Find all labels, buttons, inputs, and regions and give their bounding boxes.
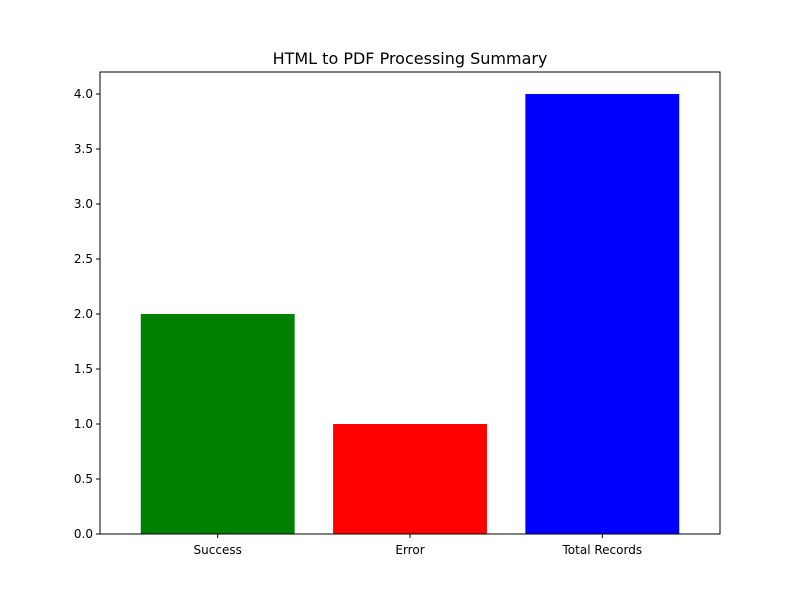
bar-success xyxy=(140,314,295,534)
bar-total-records xyxy=(525,94,680,534)
x-tick-label-total-records: Total Records xyxy=(562,543,643,557)
y-tick-label: 4.0 xyxy=(74,87,93,101)
y-tick-label: 1.0 xyxy=(74,417,93,431)
y-tick-label: 3.5 xyxy=(74,142,93,156)
x-tick-label-error: Error xyxy=(395,543,424,557)
chart-title: HTML to PDF Processing Summary xyxy=(273,49,548,68)
y-tick-label: 2.5 xyxy=(74,252,93,266)
x-tick-label-success: Success xyxy=(194,543,242,557)
bars-group xyxy=(140,94,680,534)
plot-frame xyxy=(99,71,721,535)
y-tick-label: 3.0 xyxy=(74,197,93,211)
bar-error xyxy=(333,424,487,534)
y-tick-label: 0.5 xyxy=(74,472,93,486)
y-axis: 0.0 0.5 1.0 1.5 2.0 2.5 3.0 3.5 4.0 xyxy=(74,87,100,541)
x-axis: Success Error Total Records xyxy=(194,534,643,557)
y-tick-label: 2.0 xyxy=(74,307,93,321)
y-tick-label: 1.5 xyxy=(74,362,93,376)
y-tick-label: 0.0 xyxy=(74,527,93,541)
